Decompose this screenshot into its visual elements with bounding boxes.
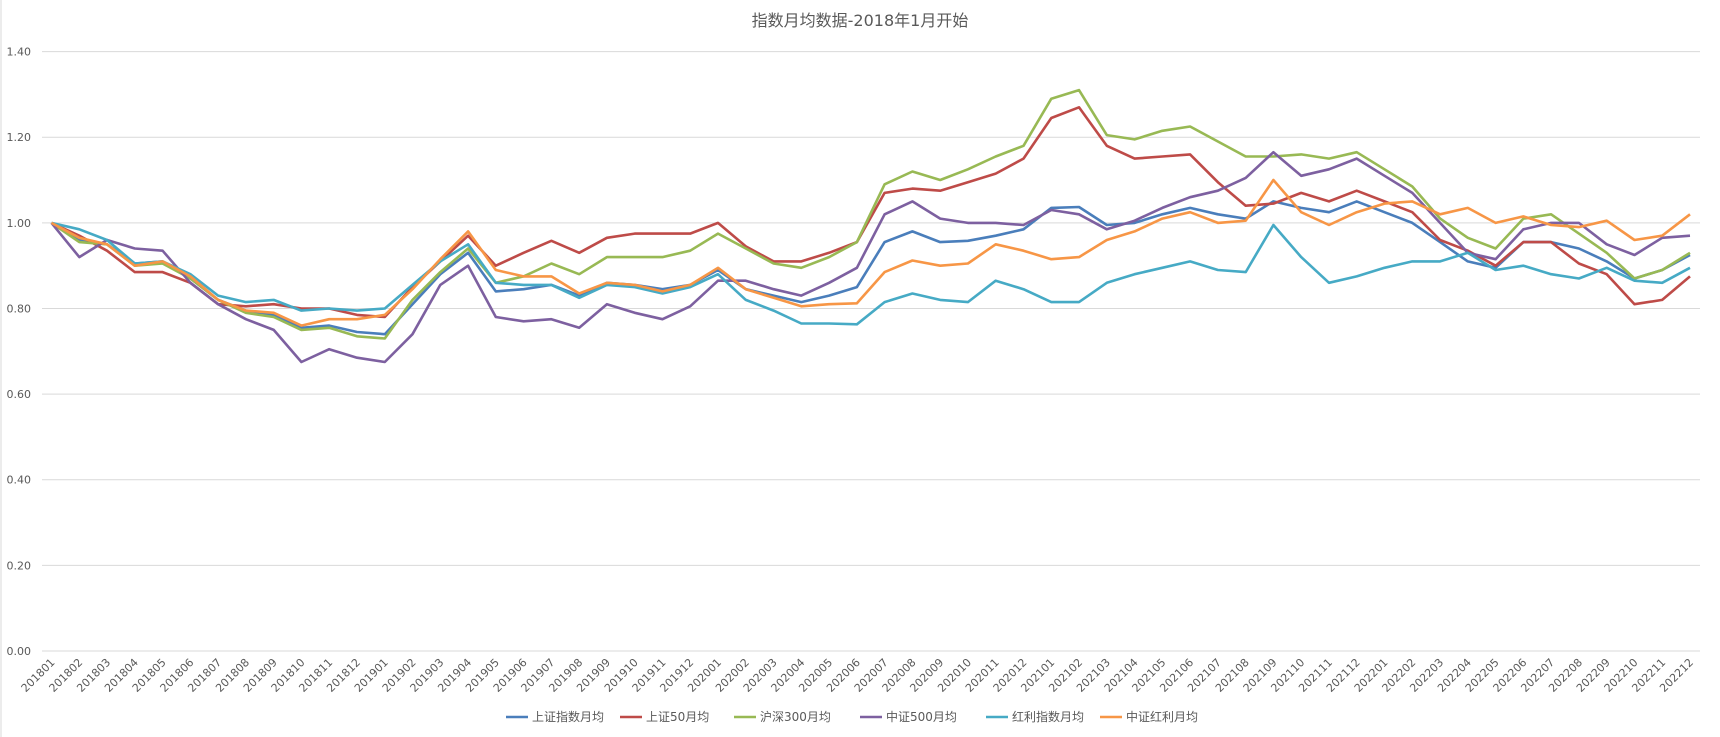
legend-item: 上证50月均: [620, 710, 709, 724]
legend-item: 中证500月均: [860, 709, 957, 724]
y-tick-label: 0.60: [7, 388, 32, 401]
legend-label: 红利指数月均: [1012, 709, 1084, 724]
series-line-5: [50, 178, 1691, 327]
legend-item: 沪深300月均: [734, 710, 831, 724]
y-tick-label: 1.40: [7, 46, 32, 59]
y-tick-label: 0.00: [7, 645, 32, 658]
series-lines: [50, 88, 1691, 364]
legend: 上证指数月均 上证50月均 沪深300月均 中证500月均 红利指数月均 中证红利月均: [506, 709, 1198, 724]
y-tick-label: 1.20: [7, 131, 32, 144]
series-line-4: [51, 221, 1691, 326]
legend-label: 上证50月均: [646, 710, 709, 724]
y-axis-ticks: 0.00 0.20 0.40 0.60 0.80 1.00 1.20 1.40: [7, 46, 32, 658]
series-line-3: [50, 150, 1691, 364]
legend-label: 中证红利月均: [1126, 709, 1198, 724]
series-line-2: [50, 88, 1691, 340]
y-tick-label: 0.40: [7, 474, 32, 487]
legend-label: 上证指数月均: [532, 709, 604, 724]
legend-item: 红利指数月均: [986, 709, 1084, 724]
series-line-0: [50, 200, 1691, 336]
x-axis-ticks: 2018012018022018032018042018052018062018…: [19, 656, 1696, 695]
chart-title: 指数月均数据-2018年1月开始: [752, 11, 969, 30]
legend-label: 中证500月均: [886, 709, 957, 724]
y-tick-label: 0.80: [7, 302, 32, 315]
legend-item: 中证红利月均: [1100, 709, 1198, 724]
legend-label: 沪深300月均: [760, 710, 831, 724]
y-tick-label: 0.20: [7, 559, 32, 572]
legend-item: 上证指数月均: [506, 709, 604, 724]
y-tick-label: 1.00: [7, 217, 32, 230]
